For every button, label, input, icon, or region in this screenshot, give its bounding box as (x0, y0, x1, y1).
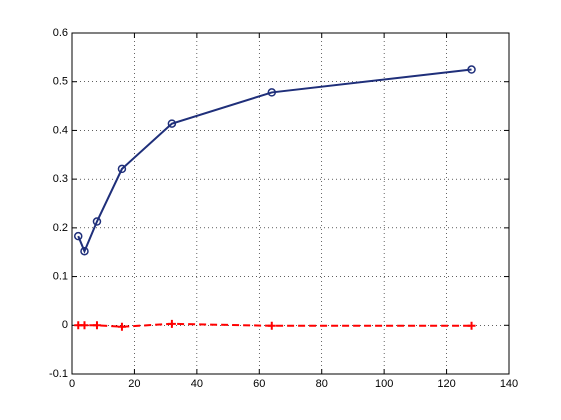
x-tick-label: 60 (253, 378, 265, 390)
marker (80, 246, 89, 256)
marker (467, 65, 476, 74)
series-line (77, 68, 472, 254)
y-tick-label: -0.1 (49, 368, 68, 380)
y-tick-label: 0.6 (53, 27, 68, 39)
x-tick-label: 100 (375, 378, 393, 390)
x-tick-label: 40 (191, 378, 203, 390)
marker (267, 88, 277, 97)
marker (73, 231, 83, 241)
x-tick-label: 20 (128, 378, 140, 390)
marker (167, 319, 176, 328)
y-tick-label: 0 (62, 319, 68, 331)
y-tick-label: 0.3 (53, 173, 68, 185)
x-tick-label: 140 (500, 378, 518, 390)
marker (92, 321, 101, 330)
marker (167, 119, 177, 128)
marker (467, 321, 476, 330)
x-tick-label: 80 (316, 378, 328, 390)
x-tick-label: 120 (437, 378, 455, 390)
marker (117, 164, 127, 174)
marker (80, 321, 89, 330)
marker (117, 322, 126, 331)
marker (267, 321, 276, 330)
y-tick-label: 0.4 (53, 124, 68, 136)
y-tick-label: 0.2 (53, 222, 68, 234)
plot-frame (71, 32, 510, 375)
y-tick-label: 0.1 (53, 270, 68, 282)
marker (92, 217, 102, 226)
y-tick-label: 0.5 (53, 76, 68, 88)
x-tick-label: 0 (69, 378, 75, 390)
